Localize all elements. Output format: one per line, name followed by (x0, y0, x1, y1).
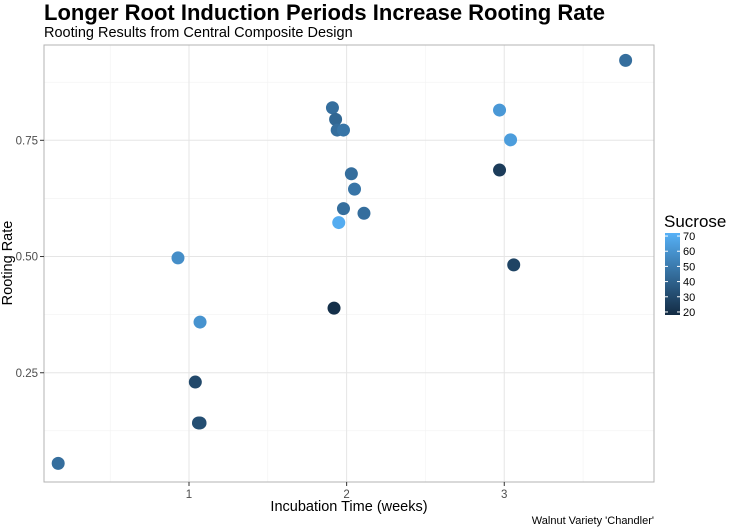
data-point (344, 167, 358, 181)
chart-title: Longer Root Induction Periods Increase R… (44, 0, 606, 25)
y-tick-label: 0.75 (16, 135, 38, 147)
legend-tick-label: 60 (683, 246, 695, 258)
x-axis-label: Incubation Time (weeks) (270, 499, 427, 515)
grid-lines (44, 45, 654, 482)
legend-tick-label: 20 (683, 307, 695, 319)
axes: 1 2 3 0.25 0.50 0.75 (16, 135, 508, 501)
data-point (327, 301, 341, 315)
x-tick-label: 2 (343, 489, 349, 501)
chart-subtitle: Rooting Results from Central Composite D… (44, 25, 353, 41)
data-point (504, 133, 518, 147)
y-axis-label: Rooting Rate (0, 221, 16, 306)
legend-title: Sucrose (664, 212, 726, 231)
data-point (493, 103, 507, 117)
y-tick-label: 0.25 (16, 368, 38, 380)
legend-tick-label: 40 (683, 277, 695, 289)
data-point (193, 315, 207, 329)
legend-tick-label: 30 (683, 292, 695, 304)
data-point (325, 101, 339, 115)
data-point (619, 53, 633, 67)
data-points (51, 53, 633, 470)
data-point (507, 258, 521, 272)
plot-panel (44, 45, 654, 482)
legend-tick-label: 50 (683, 261, 695, 273)
data-point (336, 202, 350, 216)
data-point (348, 182, 362, 196)
chart-caption: Walnut Variety 'Chandler' (531, 515, 654, 527)
data-point (188, 375, 202, 389)
data-point (193, 416, 207, 430)
x-tick-label: 1 (186, 489, 192, 501)
data-point (171, 251, 185, 265)
color-legend: Sucrose 20 30 40 50 60 70 (664, 212, 726, 319)
data-point (357, 206, 371, 220)
data-point (329, 112, 343, 126)
legend-tick-label: 70 (683, 231, 695, 243)
y-tick-label: 0.50 (16, 252, 38, 264)
plot-border (43, 44, 655, 483)
data-point (493, 163, 507, 177)
x-tick-label: 3 (501, 489, 507, 501)
data-point (51, 456, 65, 470)
legend-colorbar (665, 233, 680, 315)
data-point (332, 216, 346, 230)
data-point (336, 123, 350, 137)
